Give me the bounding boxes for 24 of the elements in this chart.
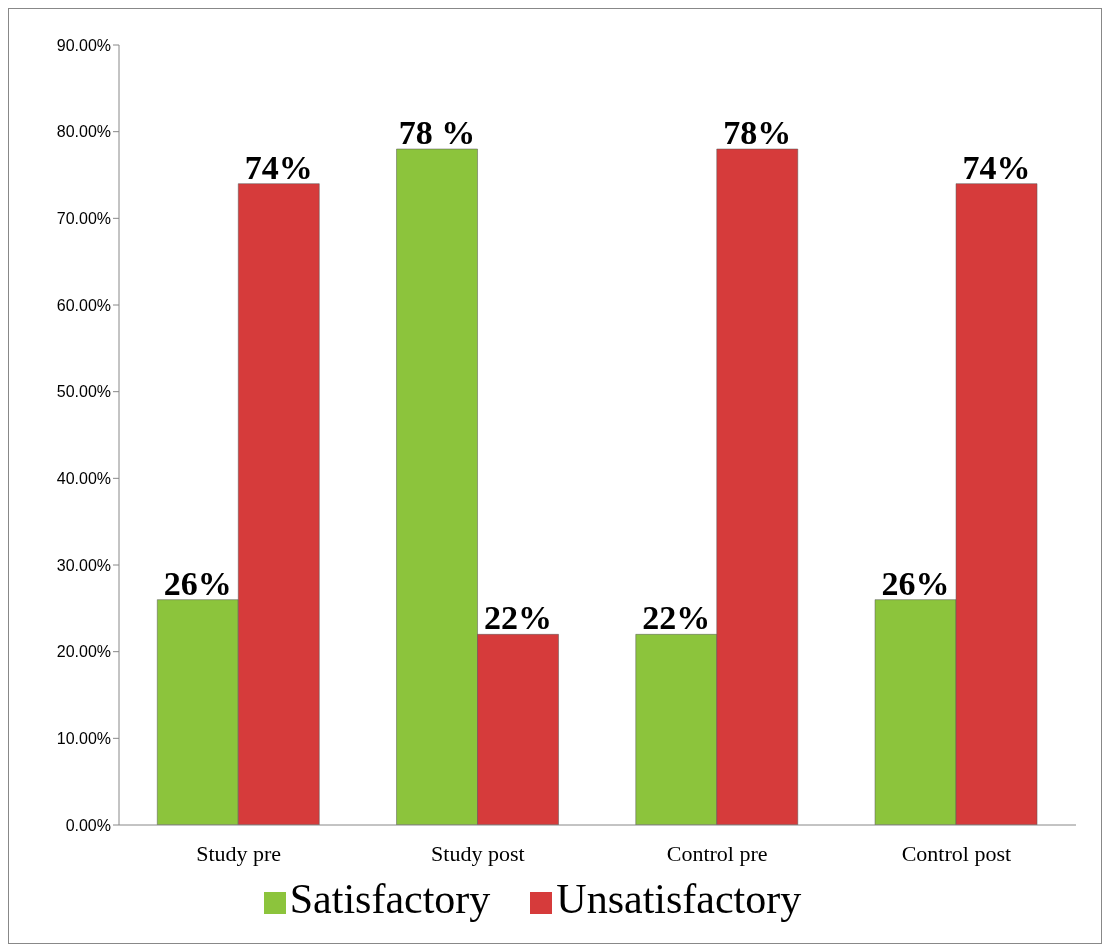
legend-label: Unsatisfactory xyxy=(556,876,802,922)
y-tick-label: 0.00% xyxy=(65,816,111,834)
y-tick-label: 30.00% xyxy=(56,556,111,574)
data-label: 78% xyxy=(723,114,792,151)
data-label: 22% xyxy=(642,599,711,637)
y-tick-label: 40.00% xyxy=(56,470,111,488)
x-tick-label: Control post xyxy=(901,840,1012,866)
y-tick-label: 10.00% xyxy=(56,730,111,748)
data-label: 78 % xyxy=(398,114,476,151)
x-tick-label: Control pre xyxy=(666,840,768,866)
x-tick-label: Study post xyxy=(431,840,525,866)
data-label: 26% xyxy=(163,564,232,602)
y-tick-label: 80.00% xyxy=(56,123,111,141)
y-tick-label: 90.00% xyxy=(56,36,111,54)
y-tick-label: 60.00% xyxy=(56,296,111,314)
x-tick-label: Study pre xyxy=(196,840,282,866)
y-tick-label: 50.00% xyxy=(56,383,111,401)
y-tick-label: 70.00% xyxy=(56,210,111,228)
data-label: 74% xyxy=(244,148,313,186)
legend-label: Satisfactory xyxy=(289,876,491,922)
data-label: 74% xyxy=(962,148,1031,186)
y-tick-label: 20.00% xyxy=(56,643,111,661)
data-label: 26% xyxy=(881,564,950,602)
data-label: 22% xyxy=(484,599,553,637)
